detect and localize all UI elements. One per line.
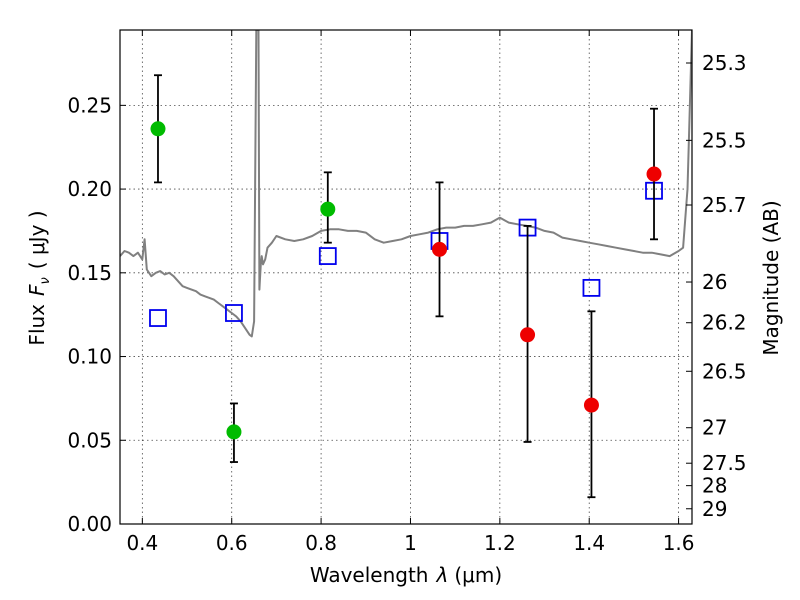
y-axis-label-subscript: ν — [38, 277, 53, 284]
model-square-point — [318, 247, 337, 265]
x-tick-label: 0.8 — [305, 531, 337, 555]
data-point — [226, 424, 242, 440]
data-point — [646, 166, 662, 182]
y2-axis-label: Magnitude (AB) — [759, 200, 783, 355]
x-tick-label: 0.6 — [216, 531, 248, 555]
data-point — [520, 327, 536, 343]
x-axis-label-unit: (μm) — [454, 563, 502, 587]
y-tick-label: 0.05 — [67, 428, 112, 452]
y2-tick-label: 25.7 — [702, 193, 747, 217]
x-tick-label: 1.4 — [573, 531, 605, 555]
y-axis-label-main: Flux — [25, 304, 49, 346]
x-tick-label: 0.4 — [126, 531, 158, 555]
y-axis-label-symbol: F — [25, 284, 49, 296]
plot-background — [120, 30, 692, 524]
plot-frame — [119, 29, 693, 525]
spectrum-line — [120, 30, 692, 338]
data-point — [583, 397, 599, 413]
data-point — [150, 121, 166, 137]
x-tick-label: 1.6 — [663, 531, 695, 555]
y2-tick-label: 27 — [702, 416, 727, 440]
data-point — [320, 201, 336, 217]
y2-tick-label: 26.5 — [702, 359, 747, 383]
y-tick-label: 0.25 — [67, 93, 112, 117]
y-tick-label: 0.15 — [67, 261, 112, 285]
x-axis-label: Wavelength λ (μm) — [310, 563, 502, 587]
model-square-point — [582, 278, 601, 297]
y2-tick-label: 26.2 — [702, 311, 747, 335]
model-square-point — [225, 304, 243, 322]
y-axis-label: Flux Fν ( μJy ) — [25, 210, 53, 345]
data-layer — [120, 30, 692, 499]
y2-tick-label: 26 — [702, 270, 727, 294]
x-axis-label-main: Wavelength — [310, 563, 429, 587]
data-point — [432, 241, 448, 257]
y2-tick-label: 28 — [702, 474, 727, 498]
y-tick-label: 0.10 — [67, 345, 112, 369]
x-tick-label: 1 — [404, 531, 417, 555]
axis-ticks: 0.4 0.6 0.8 1 1.2 1.4 1.6 0.00 0.05 0.10 0.15 0.20 0… — [67, 30, 747, 555]
y2-tick-label: 27.5 — [702, 451, 747, 475]
x-tick-label: 1.2 — [484, 531, 516, 555]
y2-tick-label: 25.5 — [702, 128, 747, 152]
y2-tick-label: 25.3 — [702, 51, 747, 75]
model-square-point — [149, 309, 167, 327]
y-axis-label-unit: ( μJy ) — [25, 210, 49, 269]
y2-tick-label: 29 — [702, 497, 727, 521]
y-tick-label: 0.00 — [67, 512, 112, 536]
y-tick-label: 0.20 — [67, 177, 112, 201]
x-axis-label-symbol: λ — [436, 563, 449, 587]
